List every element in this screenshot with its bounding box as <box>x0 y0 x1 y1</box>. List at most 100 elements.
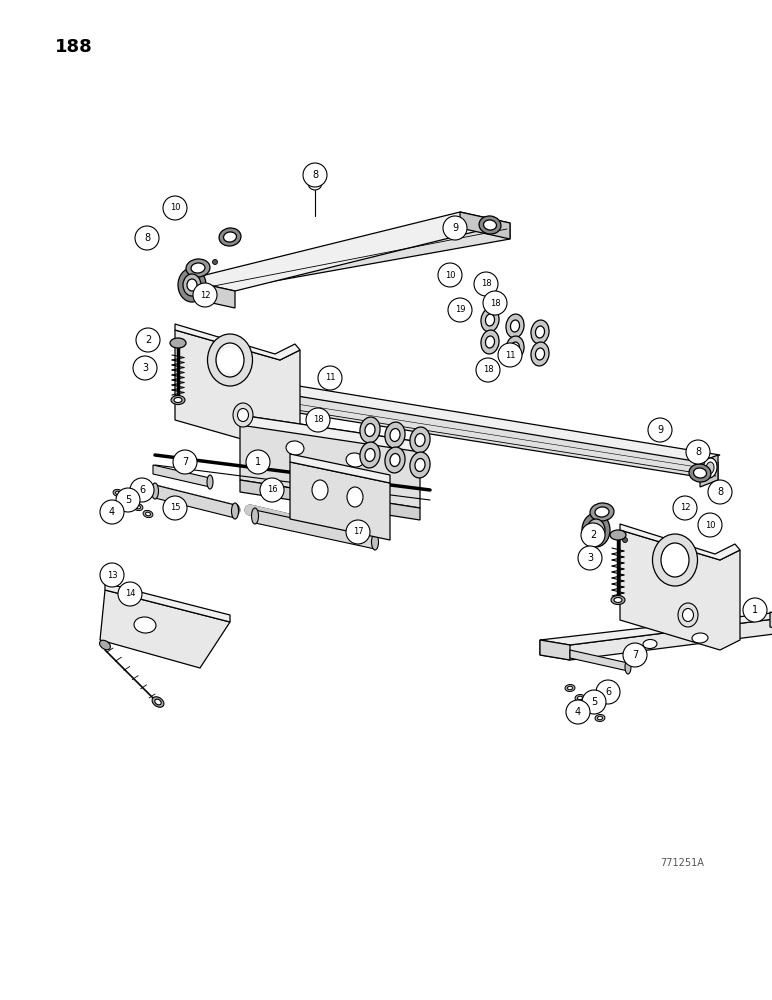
Circle shape <box>306 408 330 432</box>
Circle shape <box>116 488 140 512</box>
Circle shape <box>448 298 472 322</box>
Ellipse shape <box>143 510 153 518</box>
Ellipse shape <box>531 342 549 366</box>
Circle shape <box>133 356 157 380</box>
Text: 8: 8 <box>312 170 318 180</box>
Ellipse shape <box>155 699 161 705</box>
Ellipse shape <box>510 342 520 354</box>
Ellipse shape <box>582 513 610 547</box>
Ellipse shape <box>587 706 592 710</box>
Ellipse shape <box>682 608 693 621</box>
Ellipse shape <box>643 639 657 649</box>
Ellipse shape <box>479 216 501 234</box>
Ellipse shape <box>689 464 711 482</box>
Ellipse shape <box>595 714 605 722</box>
Ellipse shape <box>346 453 364 467</box>
Circle shape <box>100 500 124 524</box>
Ellipse shape <box>100 640 110 650</box>
Ellipse shape <box>146 512 151 516</box>
Polygon shape <box>290 462 390 540</box>
Ellipse shape <box>178 268 206 302</box>
Polygon shape <box>570 650 628 671</box>
Text: 4: 4 <box>109 507 115 517</box>
Circle shape <box>303 163 327 187</box>
Polygon shape <box>540 640 570 660</box>
Polygon shape <box>185 212 510 291</box>
Polygon shape <box>153 465 210 487</box>
Ellipse shape <box>410 427 430 453</box>
Polygon shape <box>185 280 235 308</box>
Circle shape <box>623 643 647 667</box>
Ellipse shape <box>481 330 499 354</box>
Ellipse shape <box>652 534 697 586</box>
Ellipse shape <box>212 259 218 264</box>
Ellipse shape <box>506 314 524 338</box>
Ellipse shape <box>385 447 405 473</box>
Circle shape <box>686 440 710 464</box>
Circle shape <box>566 700 590 724</box>
Text: 6: 6 <box>139 485 145 495</box>
Ellipse shape <box>174 397 182 402</box>
Ellipse shape <box>591 524 601 536</box>
Circle shape <box>136 328 160 352</box>
Ellipse shape <box>614 597 622 602</box>
Text: 11: 11 <box>325 373 335 382</box>
Polygon shape <box>770 612 772 632</box>
Text: 10: 10 <box>705 520 715 530</box>
Ellipse shape <box>232 503 239 519</box>
Ellipse shape <box>486 336 495 348</box>
Text: 9: 9 <box>452 223 458 233</box>
Ellipse shape <box>238 408 249 422</box>
Circle shape <box>483 291 507 315</box>
Circle shape <box>581 523 605 547</box>
Ellipse shape <box>577 696 583 700</box>
Ellipse shape <box>410 452 430 478</box>
Ellipse shape <box>693 468 706 478</box>
Ellipse shape <box>360 417 380 443</box>
Ellipse shape <box>371 534 378 550</box>
Ellipse shape <box>207 475 213 489</box>
Text: 3: 3 <box>142 363 148 373</box>
Text: 9: 9 <box>657 425 663 435</box>
Circle shape <box>596 680 620 704</box>
Polygon shape <box>240 415 420 508</box>
Circle shape <box>163 496 187 520</box>
Circle shape <box>443 216 467 240</box>
Text: 18: 18 <box>313 416 323 424</box>
Text: 4: 4 <box>575 707 581 717</box>
Circle shape <box>246 450 270 474</box>
Polygon shape <box>175 324 300 360</box>
Ellipse shape <box>187 279 197 291</box>
Ellipse shape <box>123 496 133 504</box>
Polygon shape <box>620 524 740 560</box>
Polygon shape <box>255 510 375 549</box>
Text: 2: 2 <box>145 335 151 345</box>
Ellipse shape <box>191 263 205 273</box>
Polygon shape <box>240 415 420 452</box>
Text: 8: 8 <box>144 233 150 243</box>
Ellipse shape <box>116 491 120 495</box>
Ellipse shape <box>486 314 495 326</box>
Ellipse shape <box>590 503 614 521</box>
Text: 3: 3 <box>587 553 593 563</box>
Ellipse shape <box>622 538 628 542</box>
Ellipse shape <box>587 519 605 541</box>
Polygon shape <box>240 480 420 520</box>
Ellipse shape <box>531 320 549 344</box>
Polygon shape <box>620 530 740 650</box>
Circle shape <box>318 366 342 390</box>
Polygon shape <box>290 454 390 483</box>
Text: 12: 12 <box>680 504 690 512</box>
Text: 7: 7 <box>631 650 638 660</box>
Text: 2: 2 <box>590 530 596 540</box>
Text: 6: 6 <box>605 687 611 697</box>
Ellipse shape <box>366 532 374 544</box>
Ellipse shape <box>231 504 239 516</box>
Text: 8: 8 <box>717 487 723 497</box>
Text: 11: 11 <box>505 351 515 360</box>
Polygon shape <box>700 455 718 487</box>
Ellipse shape <box>133 503 143 511</box>
Circle shape <box>100 563 124 587</box>
Text: 18: 18 <box>482 365 493 374</box>
Ellipse shape <box>536 326 544 338</box>
